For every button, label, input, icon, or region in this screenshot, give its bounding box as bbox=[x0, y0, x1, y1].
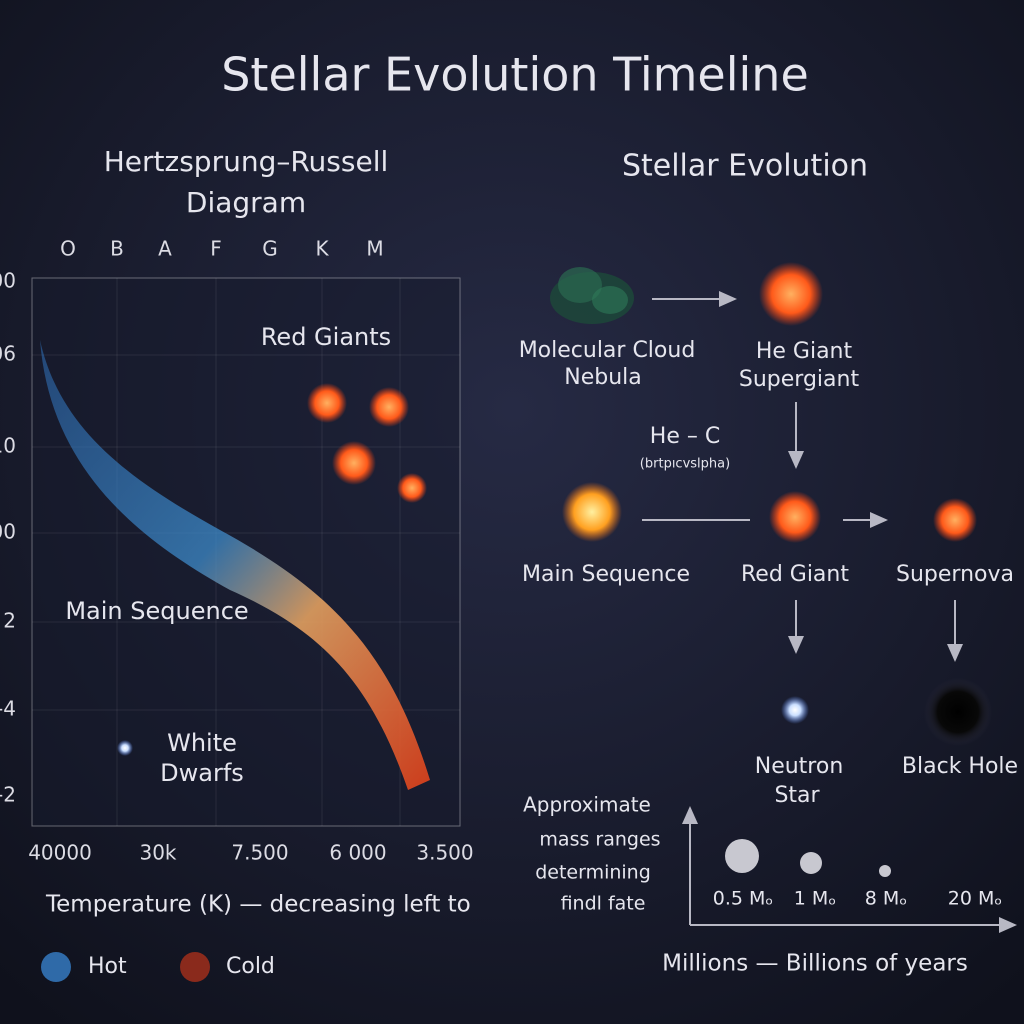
mass-circle bbox=[879, 865, 891, 877]
evolution-title: Stellar Evolution bbox=[622, 149, 868, 184]
red-giant-star bbox=[332, 441, 376, 485]
y-label: 00 bbox=[0, 520, 16, 544]
red-giant-star bbox=[769, 491, 821, 543]
mass-note: Approximate bbox=[523, 793, 651, 817]
x-label: 40000 bbox=[28, 841, 92, 865]
mass-note: mass ranges bbox=[539, 829, 660, 851]
y-label: 2 bbox=[3, 609, 16, 633]
supernova-icon bbox=[933, 498, 977, 542]
spectral-class: G bbox=[262, 237, 278, 261]
y-label: -4 bbox=[0, 697, 16, 721]
annotation: He – C bbox=[650, 424, 720, 449]
region-label: White bbox=[167, 729, 237, 757]
y-label: 00 bbox=[0, 269, 16, 293]
node-label: Black Hole bbox=[902, 754, 1018, 779]
legend-label: Cold bbox=[226, 954, 275, 979]
spectral-class: A bbox=[158, 237, 172, 261]
main-sequence-band bbox=[40, 340, 430, 790]
node-label: Star bbox=[774, 783, 820, 808]
hr-title: Diagram bbox=[186, 186, 306, 219]
node-label: Molecular Cloud bbox=[519, 338, 696, 363]
x-label: 3.500 bbox=[416, 841, 473, 865]
mass-note: findl fate bbox=[561, 893, 646, 915]
mass-label: 0.5 Mₒ bbox=[713, 888, 774, 910]
giant-star bbox=[759, 262, 823, 326]
red-giant-star bbox=[369, 387, 409, 427]
node-label: Nebula bbox=[564, 365, 642, 390]
node-label: He Giant bbox=[756, 339, 853, 364]
spectral-classes: O B A F G K M bbox=[60, 237, 384, 261]
y-label: -2 bbox=[0, 783, 16, 807]
node-label: Supergiant bbox=[739, 367, 860, 392]
region-label: Main Sequence bbox=[65, 597, 248, 625]
red-giant-star bbox=[397, 473, 427, 503]
spectral-class: M bbox=[366, 237, 383, 261]
node-label: Red Giant bbox=[741, 562, 849, 587]
spectral-class: K bbox=[315, 237, 329, 261]
mass-label: 20 Mₒ bbox=[948, 888, 1002, 910]
legend-swatch bbox=[41, 952, 71, 982]
nebula-icon bbox=[550, 267, 634, 324]
x-label: 6 000 bbox=[329, 841, 386, 865]
node-label: Neutron bbox=[755, 754, 844, 779]
main-sequence-star bbox=[562, 482, 622, 542]
mass-circle bbox=[725, 839, 759, 873]
hr-title: Hertzsprung–Russell bbox=[104, 145, 389, 178]
y-label: 06 bbox=[0, 342, 16, 366]
legend-swatch bbox=[180, 952, 210, 982]
title: Stellar Evolution Timeline bbox=[221, 48, 809, 102]
x-label: 30k bbox=[139, 841, 176, 865]
neutron-star-icon bbox=[781, 696, 809, 724]
white-dwarf-star bbox=[117, 740, 133, 756]
y-label: 10 bbox=[0, 434, 16, 458]
x-labels: 40000 30k 7.500 6 000 3.500 bbox=[28, 841, 473, 865]
mass-circle bbox=[800, 852, 822, 874]
node-label: Supernova bbox=[896, 562, 1014, 587]
spectral-class: O bbox=[60, 237, 76, 261]
x-label: 7.500 bbox=[231, 841, 288, 865]
mass-note: determining bbox=[535, 862, 651, 884]
y-labels: 00 06 10 00 2 -4 -2 bbox=[0, 269, 16, 807]
mass-label: 8 Mₒ bbox=[865, 888, 907, 910]
red-giant-star bbox=[307, 383, 347, 423]
time-axis-label: Millions — Billions of years bbox=[662, 951, 968, 977]
spectral-class: F bbox=[210, 237, 222, 261]
spectral-class: B bbox=[110, 237, 124, 261]
region-label: Dwarfs bbox=[160, 759, 244, 787]
black-hole-icon bbox=[924, 678, 992, 746]
legend-label: Hot bbox=[88, 954, 127, 979]
x-axis-label: Temperature (K) — decreasing left to bbox=[45, 892, 471, 918]
annotation: (brtpıcvslpha) bbox=[640, 457, 730, 472]
region-label: Red Giants bbox=[261, 323, 391, 351]
mass-label: 1 Mₒ bbox=[794, 888, 836, 910]
node-label: Main Sequence bbox=[522, 562, 690, 587]
